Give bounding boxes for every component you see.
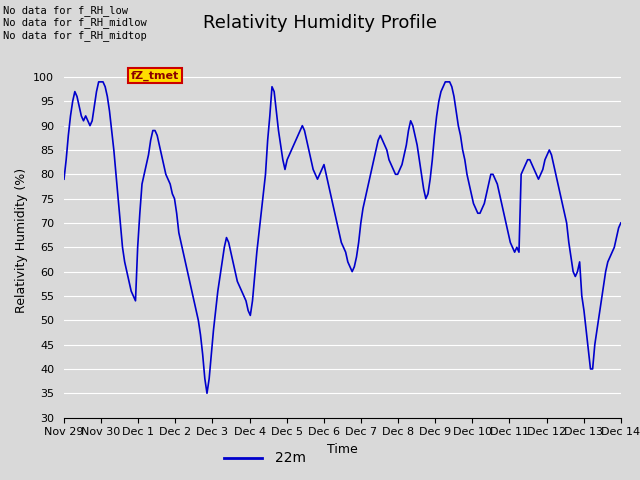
Text: fZ_tmet: fZ_tmet: [131, 71, 179, 81]
Text: 22m: 22m: [275, 451, 306, 466]
Y-axis label: Relativity Humidity (%): Relativity Humidity (%): [15, 168, 28, 312]
Text: No data for f_RH_low
No data for f_RH_midlow
No data for f_RH_midtop: No data for f_RH_low No data for f_RH_mi…: [3, 5, 147, 41]
X-axis label: Time: Time: [327, 443, 358, 456]
Text: Relativity Humidity Profile: Relativity Humidity Profile: [203, 14, 437, 33]
